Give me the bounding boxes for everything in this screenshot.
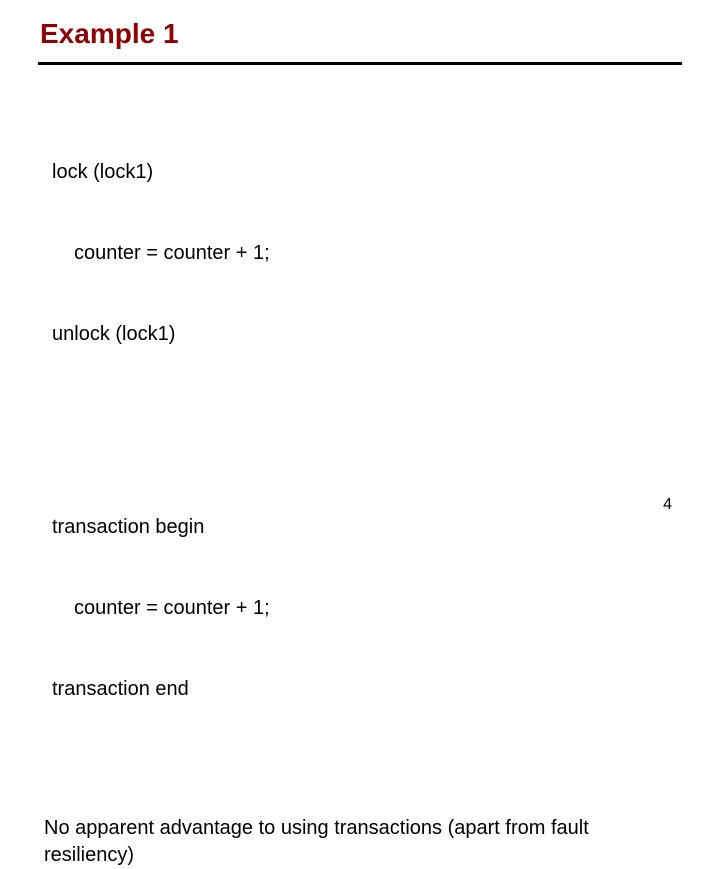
code-line: counter = counter + 1; bbox=[52, 240, 682, 267]
slide-title: Example 1 bbox=[38, 18, 682, 50]
note-text: No apparent advantage to using transacti… bbox=[44, 815, 672, 869]
slide: Example 1 lock (lock1) counter = counter… bbox=[0, 0, 720, 540]
code-line: transaction begin bbox=[52, 514, 682, 541]
code-line: lock (lock1) bbox=[52, 159, 682, 186]
page-number: 4 bbox=[663, 496, 672, 514]
code-block-lock: lock (lock1) counter = counter + 1; unlo… bbox=[52, 105, 682, 402]
title-underline bbox=[38, 62, 682, 65]
code-line: counter = counter + 1; bbox=[52, 595, 682, 622]
code-line: unlock (lock1) bbox=[52, 321, 682, 348]
code-block-transaction: transaction begin counter = counter + 1;… bbox=[52, 460, 682, 757]
code-line: transaction end bbox=[52, 676, 682, 703]
